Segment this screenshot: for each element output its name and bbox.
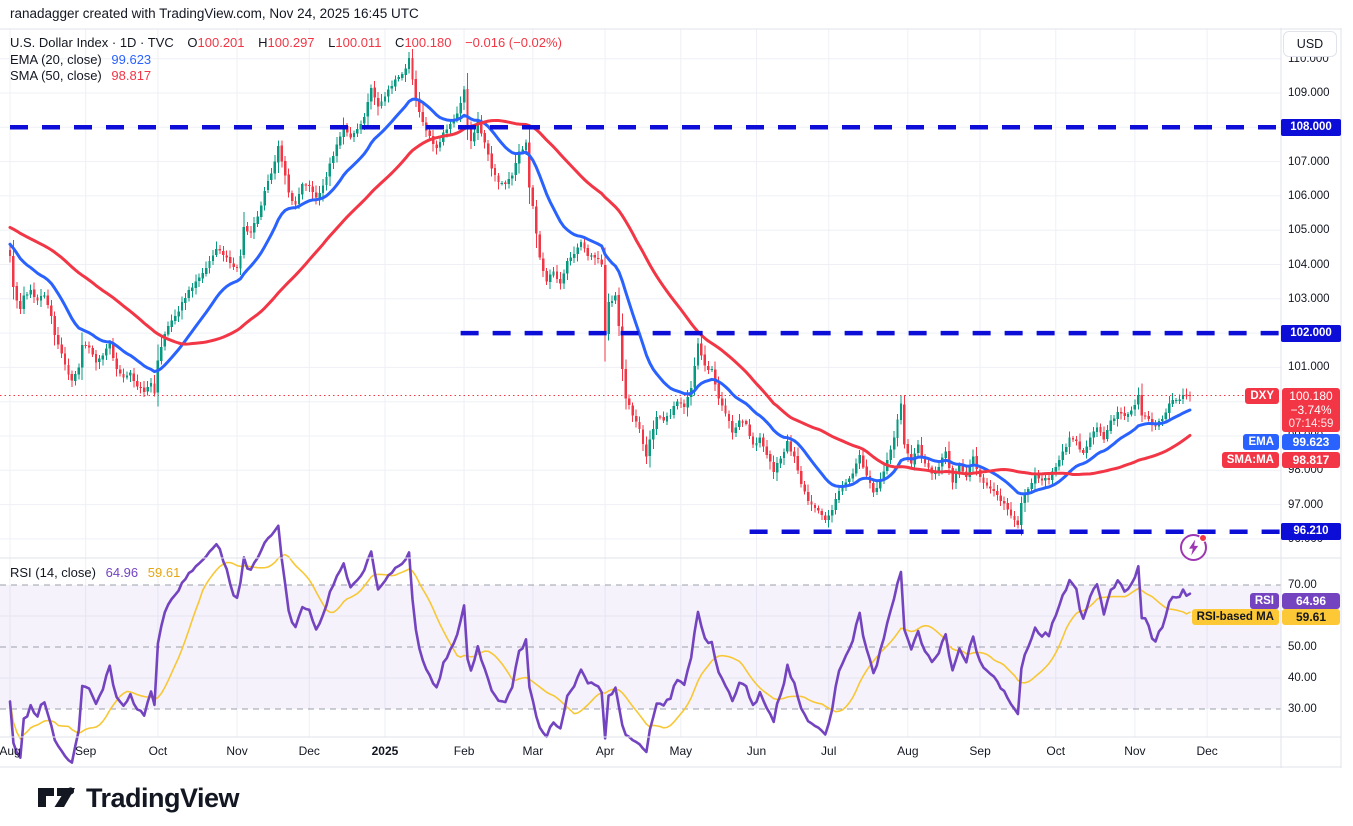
chart-canvas <box>0 28 1342 768</box>
ohlc-change: −0.016 (−0.02%) <box>465 35 562 50</box>
notification-dot <box>1199 534 1207 542</box>
sma-legend-row[interactable]: SMA (50, close) 98.817 <box>10 68 151 83</box>
chart-container: U.S. Dollar Index · 1D · TVC O100.201 H1… <box>0 28 1353 768</box>
ohlc-close-value: 100.180 <box>404 35 452 50</box>
rsi-ma-legend-value: 59.61 <box>147 565 181 580</box>
ema-legend-value: 99.623 <box>111 52 152 67</box>
rsi-legend-row[interactable]: RSI (14, close) 64.96 59.61 <box>10 565 180 580</box>
ohlc-high-key: H <box>258 35 268 50</box>
sma-legend-label: SMA (50, close) <box>10 68 102 83</box>
ohlc-low-key: L <box>328 35 336 50</box>
symbol-title: U.S. Dollar Index · 1D · TVC <box>10 35 174 50</box>
footer-brand: TradingView <box>37 780 240 816</box>
lightning-bolt-icon <box>1189 539 1199 556</box>
rsi-legend-label: RSI (14, close) <box>10 565 96 580</box>
ohlc-close-key: C <box>395 35 405 50</box>
ohlc-open-key: O <box>187 35 198 50</box>
ema-legend-label: EMA (20, close) <box>10 52 102 67</box>
price-scale[interactable] <box>1281 28 1341 737</box>
flash-events-icon[interactable] <box>1180 534 1207 561</box>
currency-selector-button[interactable]: USD <box>1283 31 1337 57</box>
tradingview-logo-icon[interactable] <box>37 783 77 813</box>
symbol-legend-row[interactable]: U.S. Dollar Index · 1D · TVC O100.201 H1… <box>10 35 562 50</box>
ema-legend-row[interactable]: EMA (20, close) 99.623 <box>10 52 151 67</box>
time-scale[interactable] <box>0 737 1281 768</box>
ohlc-low-value: 100.011 <box>335 35 382 50</box>
tradingview-wordmark[interactable]: TradingView <box>86 782 240 813</box>
ohlc-high-value: 100.297 <box>267 35 315 50</box>
sma-legend-value: 98.817 <box>111 68 152 83</box>
rsi-legend-value: 64.96 <box>105 565 139 580</box>
ohlc-open-value: 100.201 <box>197 35 245 50</box>
watermark-attribution: ranadagger created with TradingView.com,… <box>10 6 419 21</box>
